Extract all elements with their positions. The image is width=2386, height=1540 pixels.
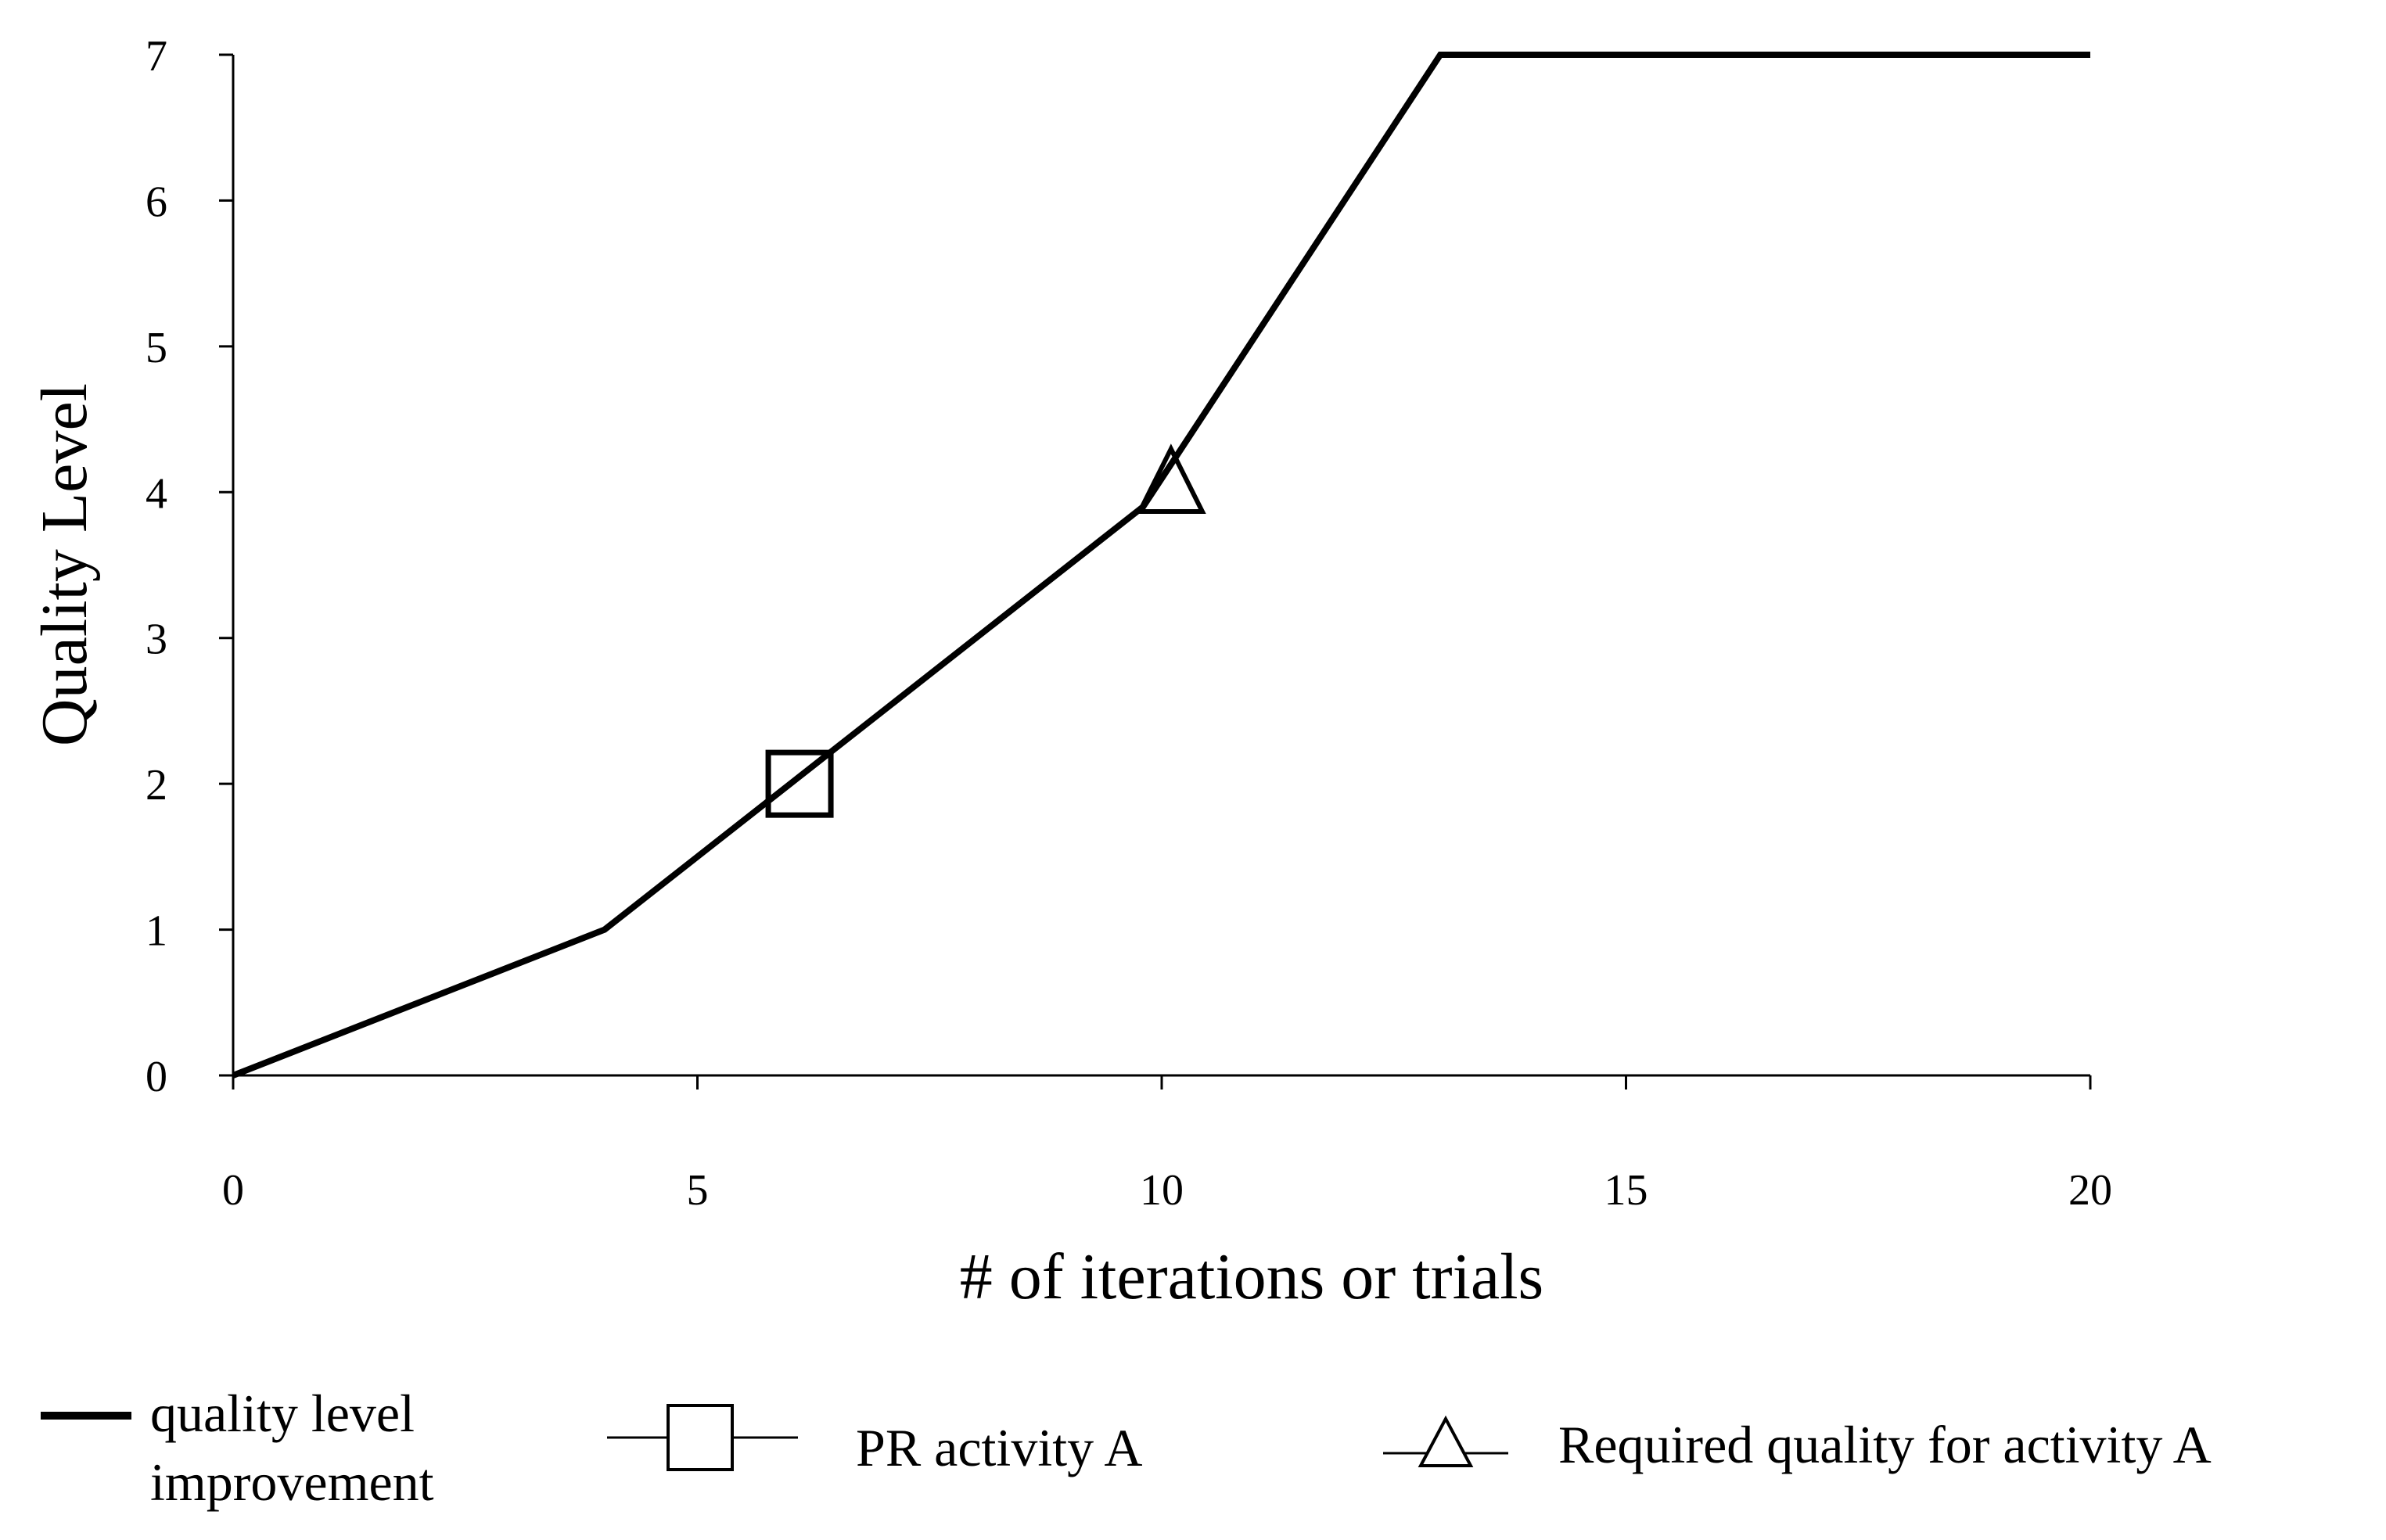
- y-tick-label: 1: [146, 907, 167, 956]
- legend-square-swatch-icon: [667, 1404, 734, 1471]
- legend-label-pr-activity-a: PR activity A: [856, 1418, 1142, 1477]
- y-axis-title: Quality Level: [28, 383, 101, 746]
- x-tick-label: 5: [687, 1166, 709, 1215]
- x-tick-label: 20: [2068, 1166, 2112, 1215]
- x-tick-label: 0: [222, 1166, 244, 1215]
- legend: quality level improvement PR activity A …: [41, 1384, 2212, 1512]
- legend-item-required-quality: Required quality for activity A: [1383, 1415, 2212, 1474]
- legend-item-pr-activity-a: PR activity A: [607, 1404, 1142, 1477]
- marker-pr-activity-a: [765, 749, 834, 818]
- legend-label-line-2: improvement: [150, 1452, 434, 1512]
- axes: [232, 55, 2090, 1077]
- x-axis-title: # of iterations or trials: [960, 1240, 1543, 1313]
- series-layer: [232, 52, 2090, 1079]
- y-tick-label: 7: [146, 32, 167, 81]
- y-tick-label: 4: [146, 469, 167, 518]
- legend-label-required-quality: Required quality for activity A: [1558, 1415, 2212, 1474]
- y-tick-label: 5: [146, 324, 167, 372]
- y-tick-label: 6: [146, 178, 167, 226]
- legend-label-line-1: quality level: [150, 1384, 415, 1443]
- y-tick-label: 3: [146, 616, 167, 664]
- legend-item-quality-level-improvement: quality level improvement: [41, 1384, 434, 1512]
- x-tick-label: 10: [1140, 1166, 1184, 1215]
- y-tick-label: 0: [146, 1053, 167, 1101]
- legend-triangle-swatch-icon: [1418, 1415, 1474, 1467]
- marker-layer: [765, 443, 1206, 818]
- series-line-quality-level-improvement: [232, 52, 2090, 1079]
- y-tick-label: 2: [146, 761, 167, 809]
- y-ticks: 0 1 2 3 4 5 6 7: [146, 32, 233, 1101]
- x-ticks: 0 5 10 15 20: [222, 1075, 2112, 1215]
- x-tick-label: 15: [1604, 1166, 1648, 1215]
- marker-required-quality: [1136, 443, 1206, 514]
